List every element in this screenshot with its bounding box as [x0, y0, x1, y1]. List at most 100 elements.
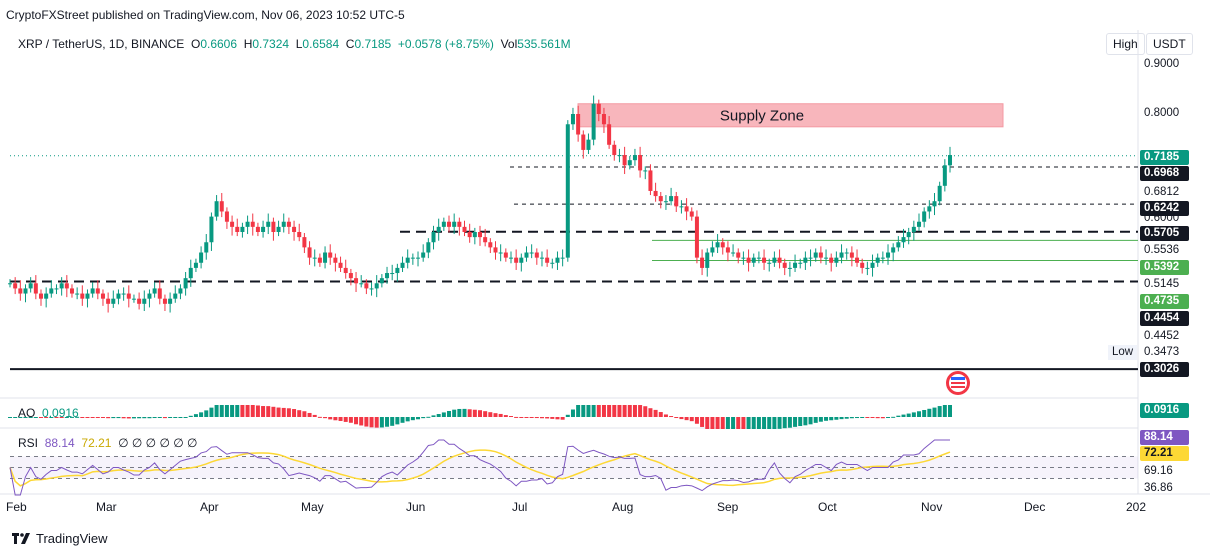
- candle-body: [307, 247, 312, 258]
- candle-body: [772, 257, 777, 263]
- separators: [0, 30, 1210, 495]
- ao-bar: [111, 417, 116, 419]
- ao-bar: [751, 417, 756, 429]
- candle-body: [348, 273, 353, 279]
- candle-body: [725, 247, 730, 253]
- ao-bar: [498, 413, 503, 417]
- candle-body: [720, 242, 725, 248]
- symbol-name[interactable]: XRP / TetherUS, 1D, BINANCE: [18, 37, 185, 51]
- volume-value: 535.561M: [517, 37, 571, 51]
- candle-body: [235, 226, 240, 232]
- ao-bar: [741, 417, 746, 429]
- candle-body: [261, 226, 266, 232]
- ao-bar: [106, 417, 111, 419]
- ao-bar: [64, 417, 69, 418]
- ao-bar: [586, 405, 591, 417]
- ao-bar: [410, 417, 415, 421]
- ao-bar: [188, 415, 193, 417]
- candle-body: [204, 242, 209, 253]
- candle-body: [514, 257, 519, 263]
- price-label: 0.5392: [1140, 260, 1189, 275]
- price-label: 0.4454: [1140, 311, 1189, 326]
- candle-body: [669, 196, 674, 202]
- candle-body: [617, 155, 622, 157]
- price-label: 0.5705: [1140, 226, 1189, 241]
- month-label: May: [301, 500, 324, 514]
- ao-bar: [405, 417, 410, 422]
- candle-body: [416, 257, 421, 259]
- ao-bar: [824, 417, 829, 421]
- high-button[interactable]: High: [1106, 33, 1145, 55]
- ao-bar: [348, 417, 353, 423]
- candle-body: [405, 257, 410, 263]
- candle-body: [545, 257, 550, 263]
- ao-bar: [663, 414, 668, 417]
- candle-body: [441, 221, 446, 227]
- ao-bar: [607, 405, 612, 417]
- ao-bar: [421, 417, 426, 419]
- candles-layer: [8, 95, 952, 313]
- ao-bar: [627, 405, 632, 417]
- candle-body: [33, 283, 38, 294]
- ao-bar: [865, 417, 870, 418]
- ao-bar: [818, 417, 823, 422]
- ao-bar: [829, 417, 834, 421]
- ao-bar: [478, 410, 482, 417]
- candle-body: [519, 257, 524, 263]
- candle-body: [767, 262, 772, 264]
- ao-bar: [199, 412, 204, 417]
- rsi-label[interactable]: RSI: [18, 436, 39, 450]
- candle-body: [581, 134, 586, 150]
- candle-body: [591, 103, 596, 140]
- candle-body: [586, 139, 591, 150]
- close-value: 0.7185: [354, 37, 392, 51]
- ao-bar: [601, 405, 606, 417]
- candle-body: [421, 252, 426, 258]
- candle-body: [948, 155, 952, 166]
- candle-body: [80, 293, 85, 299]
- ao-bar: [834, 417, 839, 420]
- candle-body: [302, 237, 307, 248]
- currency-button[interactable]: USDT: [1146, 33, 1193, 55]
- candle-body: [927, 206, 932, 212]
- candle-body: [829, 257, 834, 263]
- month-label: Dec: [1024, 500, 1046, 514]
- candle-body: [338, 262, 343, 268]
- ao-bar: [643, 406, 648, 417]
- candle-body: [498, 252, 503, 254]
- candle-body: [157, 288, 162, 299]
- ao-bar: [147, 417, 152, 419]
- candle-body: [44, 293, 49, 299]
- ao-bar: [539, 417, 544, 419]
- ao-bar: [400, 417, 405, 423]
- ao-bar: [493, 413, 498, 417]
- ao-bar: [689, 417, 694, 422]
- candle-body: [38, 293, 43, 299]
- ao-bar: [426, 416, 431, 418]
- candle-body: [860, 262, 865, 268]
- ao-bar: [240, 405, 245, 417]
- candle-body: [343, 267, 348, 274]
- flag-icon[interactable]: [946, 371, 970, 395]
- footer-brand[interactable]: TradingView: [36, 531, 108, 546]
- ao-bar: [488, 412, 493, 417]
- price-label: 0.6812: [1144, 186, 1180, 198]
- month-label: 202: [1126, 500, 1147, 514]
- ao-layer: [8, 405, 952, 429]
- ao-label[interactable]: AO: [18, 406, 36, 420]
- rsi-ma-axis-label: 72.21: [1140, 446, 1189, 461]
- rsi-legend: RSI 88.14 72.21 ∅ ∅ ∅ ∅ ∅ ∅: [18, 436, 197, 450]
- candle-body: [503, 252, 508, 258]
- ao-bar: [922, 409, 927, 417]
- candle-body: [596, 103, 601, 114]
- rsi-extra: ∅ ∅ ∅ ∅ ∅ ∅: [118, 436, 198, 450]
- candle-body: [539, 257, 544, 259]
- publisher-line: CryptoFXStreet published on TradingView.…: [6, 8, 405, 22]
- ao-bar: [23, 417, 28, 418]
- candle-body: [793, 262, 798, 268]
- ao-bar: [787, 417, 792, 428]
- ao-bar: [529, 417, 534, 418]
- candle-body: [173, 293, 178, 299]
- ao-bar: [612, 405, 617, 417]
